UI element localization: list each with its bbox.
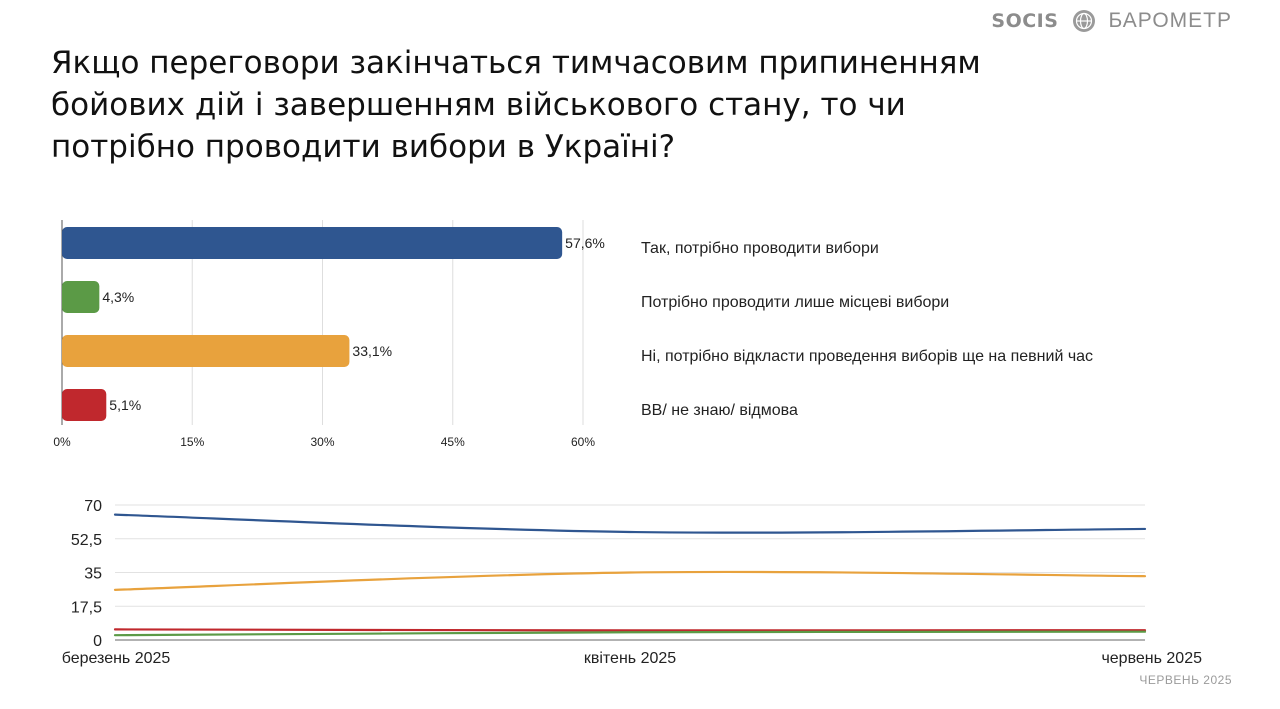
line-y-tick-label: 52,5 [71,532,102,549]
line-x-tick-label: квітень 2025 [584,650,676,667]
bar-category-label: Так, потрібно проводити вибори [641,240,879,257]
bar-category-label: Потрібно проводити лише місцеві вибори [641,294,949,311]
bar-x-tick-label: 15% [180,435,204,449]
bar-category-label: ВВ/ не знаю/ відмова [641,402,798,419]
bar-x-tick-label: 0% [53,435,71,449]
line-series-4 [113,630,1147,637]
bar-3 [62,335,350,367]
bar-x-tick-label: 60% [571,435,595,449]
globe-emblem-icon [1073,10,1096,32]
line-series-2 [113,570,1147,591]
bar-x-tick-label: 30% [310,435,334,449]
line-y-tick-label: 17,5 [71,599,102,616]
bar-category-label: Ні, потрібно відкласти проведення виборі… [641,348,1093,365]
bar-2 [62,281,100,313]
bar-value-label: 5,1% [109,397,141,413]
page-title: Якщо переговори закінчаться тимчасовим п… [51,45,981,165]
bar-value-label: 33,1% [352,343,392,359]
line-series-3 [113,628,1147,632]
line-x-tick-label: червень 2025 [1101,650,1202,667]
bar-1 [62,227,563,259]
line-series-1 [113,513,1147,534]
trend-line-chart: 0 17,5 35 52,5 70 березень 2025 квітень 2025 че… [62,498,1202,667]
line-x-tick-label: березень 2025 [62,650,171,667]
socis-logo-text: SOCIS [991,10,1059,32]
line-y-tick-label: 70 [84,498,102,515]
line-y-tick-label: 0 [93,633,102,650]
line-y-tick-label: 35 [84,566,102,583]
bar-value-label: 57,6% [565,235,605,251]
bar-4 [62,389,107,421]
bar-chart: 0% 15% 30% 45% 60% 57,6% Так, потрібно проводи… [53,220,1093,449]
bar-value-label: 4,3% [102,289,134,305]
footer-date: ЧЕРВЕНЬ 2025 [1139,673,1232,687]
barometer-brand-name: БАРОМЕТР [1108,9,1232,32]
bar-x-tick-label: 45% [441,435,465,449]
brand-logo: SOCIS БАРОМЕТР [991,8,1232,34]
